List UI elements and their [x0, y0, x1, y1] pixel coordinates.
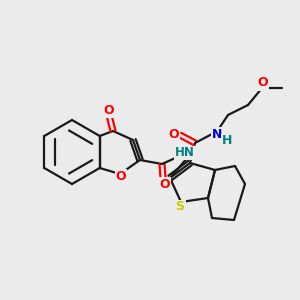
- Text: O: O: [116, 169, 126, 182]
- Text: N: N: [212, 128, 222, 140]
- Text: HN: HN: [175, 146, 195, 160]
- Text: O: O: [104, 103, 114, 116]
- Text: H: H: [222, 134, 232, 148]
- Text: O: O: [160, 178, 170, 190]
- Text: O: O: [258, 76, 268, 89]
- Text: S: S: [176, 200, 184, 214]
- Text: O: O: [169, 128, 179, 140]
